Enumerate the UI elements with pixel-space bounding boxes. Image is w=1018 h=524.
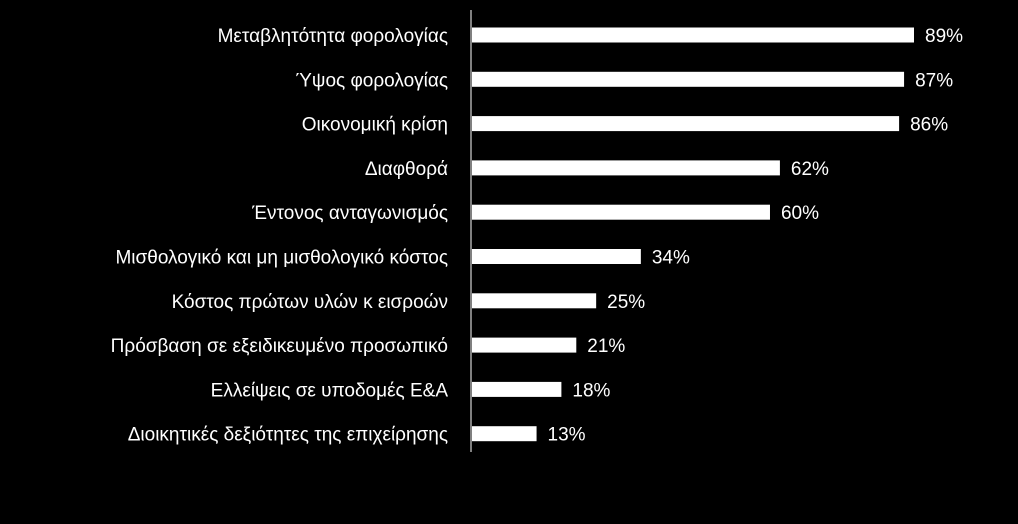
value-label: 25% (607, 292, 645, 313)
category-labels-group: Μεταβλητότητα φορολογίας Ύψος φορολογίας Ο… (111, 26, 449, 446)
value-label: 62% (791, 159, 829, 180)
bar (472, 116, 900, 132)
bar (472, 204, 770, 220)
bar (472, 160, 780, 176)
value-label: 21% (587, 336, 625, 357)
category-label: Διοικητικές δεξιότητες της επιχείρησης (128, 425, 448, 446)
category-label: Κόστος πρώτων υλών κ εισροών (172, 292, 448, 313)
bar (472, 71, 905, 87)
bar (472, 337, 577, 353)
value-label: 89% (925, 26, 963, 47)
category-label: Έντονος ανταγωνισμός (251, 203, 448, 224)
category-label: Οικονομική κρίση (302, 115, 448, 136)
value-labels-group: 89% 87% 86% 62% 60% 34% 25% 21% 18% 13% (548, 26, 964, 446)
value-label: 86% (910, 115, 948, 136)
bar (472, 381, 562, 397)
bar (472, 426, 537, 442)
value-label: 34% (652, 248, 690, 269)
category-label: Ελλείψεις σε υποδομές Ε&Α (211, 380, 449, 401)
value-label: 13% (548, 425, 586, 446)
category-label: Μεταβλητότητα φορολογίας (218, 26, 448, 47)
category-label: Μισθολογικό και μη μισθολογικό κόστος (115, 248, 448, 269)
category-label: Πρόσβαση σε εξειδικευμένο προσωπικό (111, 336, 448, 357)
bars-group (472, 27, 914, 442)
value-label: 87% (915, 70, 953, 91)
bar (472, 249, 641, 264)
bar (472, 27, 914, 43)
value-label: 60% (781, 203, 819, 224)
bar (472, 293, 597, 309)
category-label: Ύψος φορολογίας (296, 70, 448, 91)
value-label: 18% (572, 380, 610, 401)
category-label: Διαφθορά (365, 159, 448, 180)
